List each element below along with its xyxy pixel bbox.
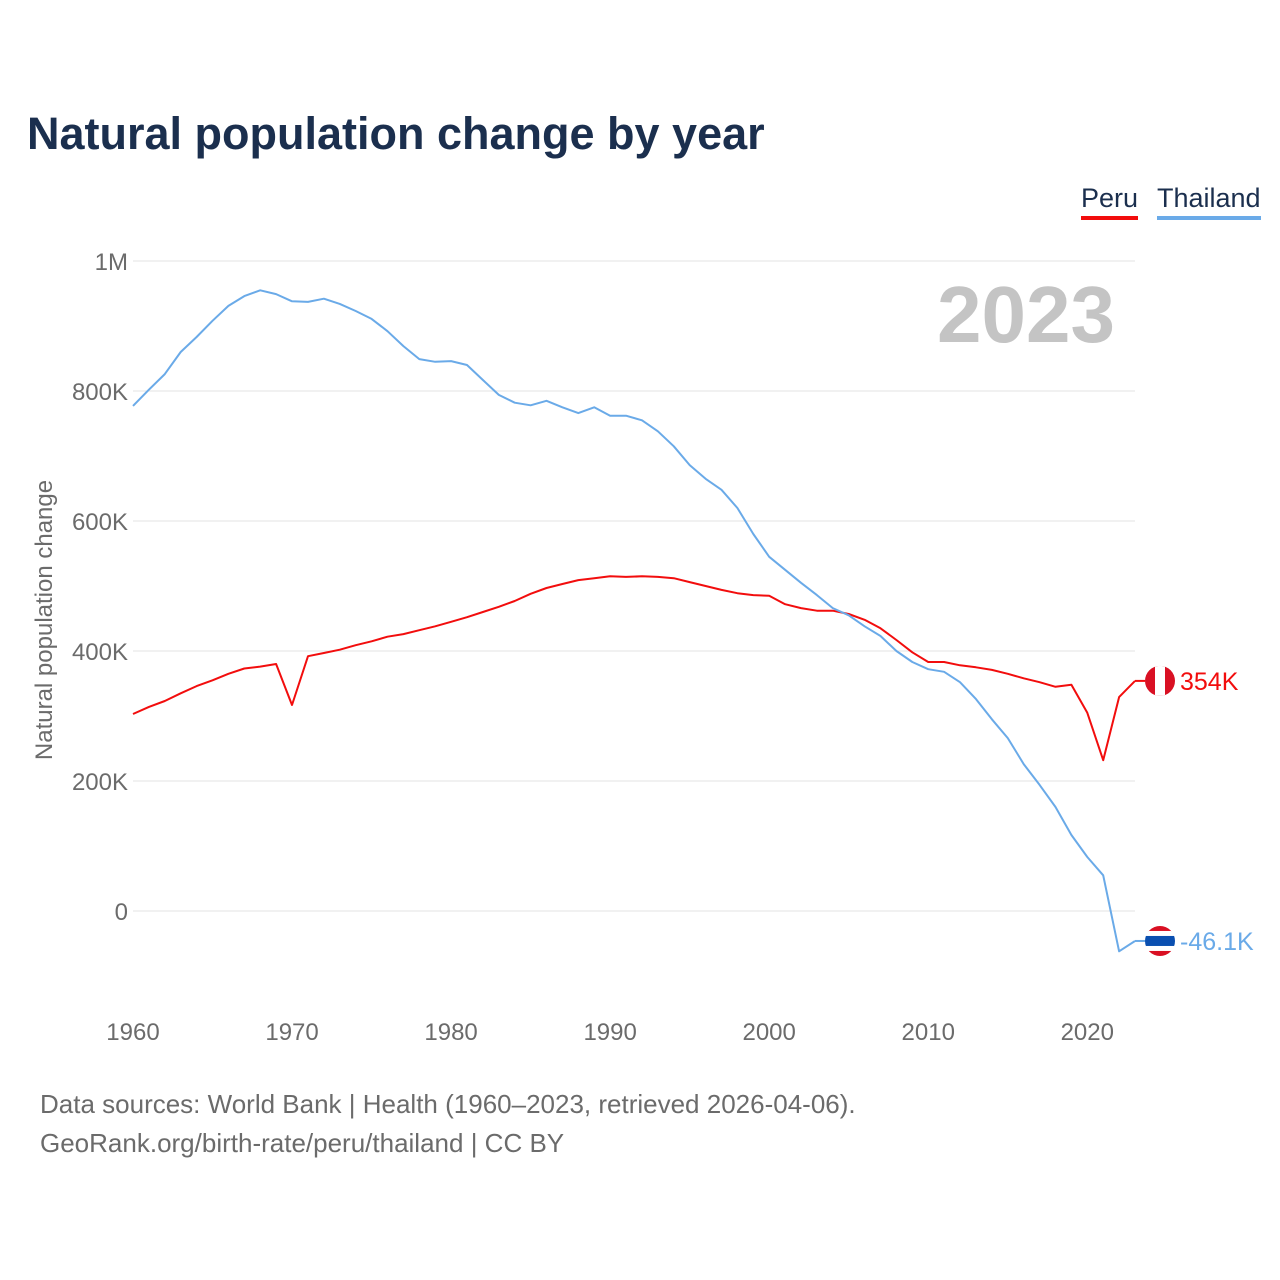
footer: Data sources: World Bank | Health (1960–… (40, 1085, 856, 1163)
y-tick-label: 600K (72, 509, 128, 536)
x-tick-label: 1980 (424, 1019, 477, 1046)
x-tick-label: 1970 (265, 1019, 318, 1046)
chart-title: Natural population change by year (27, 108, 765, 159)
series-line-thailand (132, 289, 1136, 953)
x-tick-label: 1960 (106, 1019, 159, 1046)
footer-link[interactable]: GeoRank.org/birth-rate/peru/thailand | C… (40, 1128, 565, 1158)
end-value-label: 354K (1180, 668, 1239, 696)
legend-peru[interactable]: Peru (1081, 183, 1139, 220)
y-tick-label: 400K (72, 639, 128, 666)
x-tick-label: 1990 (583, 1019, 636, 1046)
y-tick-label: 800K (72, 379, 128, 406)
y-axis-label: Natural population change (31, 480, 58, 760)
x-tick-label: 2010 (902, 1019, 955, 1046)
x-tick-label: 2020 (1061, 1019, 1114, 1046)
thailand-flag-icon (1145, 925, 1175, 956)
y-tick-label: 0 (115, 899, 128, 926)
peru-flag-icon (1145, 665, 1175, 696)
year-badge: 2023 (937, 270, 1115, 359)
legend-thailand[interactable]: Thailand (1157, 183, 1261, 220)
end-value-label: -46.1K (1180, 928, 1254, 956)
footer-sources: Data sources: World Bank | Health (1960–… (40, 1089, 856, 1119)
y-tick-label: 1M (95, 249, 128, 276)
series-line-peru (132, 575, 1136, 762)
x-tick-label: 2000 (742, 1019, 795, 1046)
y-tick-label: 200K (72, 769, 128, 796)
